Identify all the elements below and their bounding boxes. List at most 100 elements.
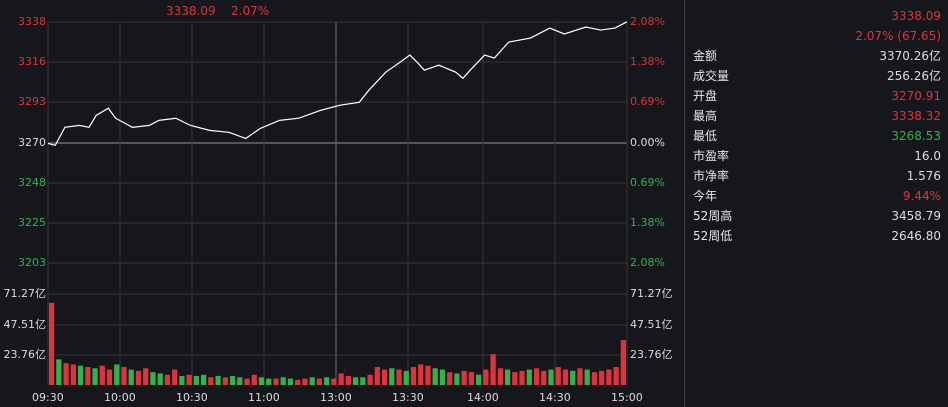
volume-bar (49, 302, 55, 385)
volume-bar (432, 368, 438, 385)
volume-bar (280, 377, 286, 385)
time-label: 13:30 (392, 391, 424, 404)
volume-bar (606, 369, 612, 385)
panel-price: 3338.09 (891, 9, 941, 23)
volume-bar (389, 368, 395, 385)
quote-value: 3338.32 (891, 109, 941, 123)
quote-label: 52周低 (693, 229, 733, 243)
pct-tick-right: 2.08% (630, 256, 665, 269)
volume-tick-right: 47.51亿 (630, 318, 673, 331)
time-label: 10:30 (176, 391, 208, 404)
quote-row: 52周高 3458.79 (693, 206, 941, 226)
volume-bar (99, 365, 105, 385)
volume-bar (215, 376, 221, 385)
volume-bar (512, 372, 518, 385)
quote-label: 金额 (693, 49, 718, 63)
volume-bar (266, 378, 272, 385)
volume-bar (309, 377, 315, 385)
volume-bar (128, 369, 134, 385)
quote-row: 市净率 1.576 (693, 166, 941, 186)
pct-tick-right: 2.08% (630, 15, 665, 28)
time-label: 13:00 (320, 391, 352, 404)
volume-bar (447, 372, 453, 385)
volume-bar (56, 359, 62, 385)
volume-bar (172, 369, 178, 385)
quote-row: 成交量 256.26亿 (693, 66, 941, 86)
volume-bar (106, 369, 113, 385)
volume-bar (570, 370, 576, 385)
price-tick-left: 3225 (18, 216, 46, 229)
volume-bar (92, 368, 98, 385)
quote-label: 最高 (693, 109, 718, 123)
volume-bar (584, 369, 590, 385)
volume-bar (295, 379, 301, 385)
quote-value: 2646.80 (891, 229, 941, 243)
volume-bar (548, 369, 554, 385)
volume-bar (381, 369, 388, 385)
volume-bar (483, 369, 489, 385)
volume-bar (425, 365, 431, 385)
time-label: 11:00 (248, 391, 280, 404)
quote-value: 3270.91 (891, 89, 941, 103)
header-change-pct: 2.07% (231, 4, 270, 18)
volume-bar (244, 378, 250, 385)
volume-bar (345, 376, 351, 385)
volume-bar (454, 373, 460, 385)
volume-bar (164, 374, 171, 385)
volume-bar (229, 376, 236, 385)
volume-bar (526, 369, 532, 385)
time-label: 14:30 (539, 391, 571, 404)
volume-bar (287, 378, 294, 385)
volume-bar (114, 364, 120, 385)
volume-bar (135, 370, 142, 385)
intraday-chart[interactable] (0, 0, 684, 407)
pct-tick-right: 1.38% (630, 216, 665, 229)
quote-label: 成交量 (693, 69, 730, 83)
volume-bar (338, 373, 344, 385)
quote-value: 256.26亿 (887, 69, 941, 83)
price-line (47, 21, 628, 147)
volume-bar (541, 370, 547, 385)
quote-value: 3370.26亿 (879, 49, 941, 63)
quote-row: 最高 3338.32 (693, 106, 941, 126)
volume-bar (200, 374, 207, 385)
volume-bar (577, 368, 583, 385)
volume-bar (519, 370, 525, 385)
volume-bar (533, 368, 540, 385)
volume-tick-left: 47.51亿 (3, 318, 47, 331)
volume-bar (352, 377, 359, 385)
quote-row: 52周低 2646.80 (693, 226, 941, 246)
volume-bar (316, 378, 323, 385)
price-tick-left: 3293 (18, 95, 46, 108)
quote-row: 最低 3268.53 (693, 126, 941, 146)
volume-bar (193, 376, 199, 385)
volume-bar (63, 363, 69, 385)
time-label: 09:30 (32, 391, 64, 404)
volume-bar (331, 378, 337, 385)
pct-tick-right: 1.38% (630, 55, 665, 68)
volume-bar (186, 374, 192, 385)
volume-bar (562, 369, 569, 385)
volume-bar (591, 372, 598, 385)
price-tick-left: 3248 (18, 176, 46, 189)
volume-bar (70, 364, 76, 385)
volume-bar (599, 370, 605, 385)
quote-row: 今年 9.44% (693, 186, 941, 206)
volume-bar (85, 367, 91, 385)
quote-value: 1.576 (906, 169, 941, 183)
quote-value: 9.44% (902, 189, 941, 203)
volume-bar (418, 364, 424, 385)
volume-bar (324, 377, 330, 385)
volume-bar (396, 369, 402, 385)
volume-bar (157, 373, 163, 385)
volume-bar (468, 372, 475, 385)
quote-label: 开盘 (693, 89, 718, 103)
volume-bar (150, 372, 156, 385)
quote-label: 市净率 (693, 169, 730, 183)
volume-tick-right: 71.27亿 (630, 287, 673, 300)
header-price: 3338.09 (166, 4, 216, 18)
volume-bar (410, 367, 417, 385)
volume-bar (504, 369, 511, 385)
volume-bar (403, 370, 409, 385)
price-tick-left: 3203 (18, 256, 46, 269)
